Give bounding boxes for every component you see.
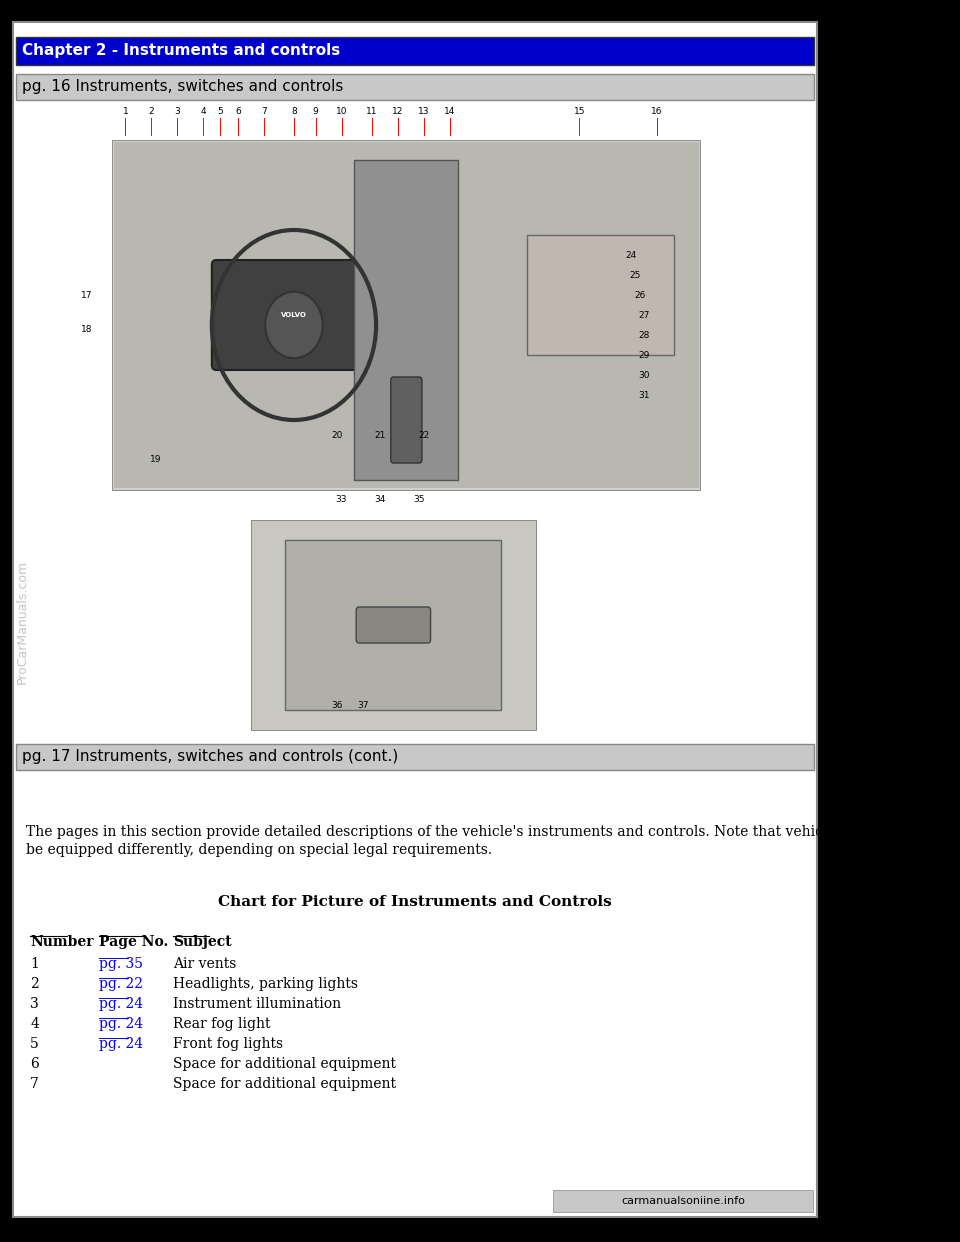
Text: 6: 6 <box>31 1057 39 1071</box>
FancyBboxPatch shape <box>553 1190 813 1212</box>
FancyBboxPatch shape <box>391 378 421 463</box>
Text: Air vents: Air vents <box>173 958 236 971</box>
Text: 1: 1 <box>123 108 129 117</box>
Text: 37: 37 <box>357 700 369 709</box>
Text: 26: 26 <box>635 291 645 299</box>
Text: 17: 17 <box>81 291 92 299</box>
Text: 35: 35 <box>414 496 425 504</box>
Text: 12: 12 <box>392 108 403 117</box>
Circle shape <box>265 292 323 358</box>
Text: 8: 8 <box>291 108 297 117</box>
FancyBboxPatch shape <box>251 520 536 730</box>
Text: 13: 13 <box>418 108 429 117</box>
Text: pg. 16 Instruments, switches and controls: pg. 16 Instruments, switches and control… <box>22 79 344 94</box>
Text: Headlights, parking lights: Headlights, parking lights <box>173 977 358 991</box>
Text: Front fog lights: Front fog lights <box>173 1037 283 1051</box>
FancyBboxPatch shape <box>356 607 431 643</box>
Text: 20: 20 <box>331 431 343 440</box>
Text: carmanualsoniine.info: carmanualsoniine.info <box>621 1196 745 1206</box>
Text: 21: 21 <box>374 431 386 440</box>
Text: 7: 7 <box>31 1077 39 1090</box>
Text: 36: 36 <box>331 700 343 709</box>
Text: pg. 24: pg. 24 <box>100 1017 144 1031</box>
Text: 24: 24 <box>626 251 636 260</box>
Text: 5: 5 <box>218 108 224 117</box>
Text: 10: 10 <box>336 108 348 117</box>
Text: 29: 29 <box>638 350 650 359</box>
Text: 2: 2 <box>31 977 39 991</box>
Text: be equipped differently, depending on special legal requirements.: be equipped differently, depending on sp… <box>26 843 492 857</box>
Text: 5: 5 <box>31 1037 39 1051</box>
Text: 19: 19 <box>150 456 161 465</box>
FancyBboxPatch shape <box>114 142 699 488</box>
Text: 1: 1 <box>31 958 39 971</box>
Text: Rear fog light: Rear fog light <box>173 1017 271 1031</box>
FancyBboxPatch shape <box>15 744 814 770</box>
Text: 28: 28 <box>638 330 650 339</box>
Text: 30: 30 <box>638 370 650 380</box>
Text: 4: 4 <box>31 1017 39 1031</box>
Text: Page No.: Page No. <box>100 935 169 949</box>
Text: 4: 4 <box>201 108 206 117</box>
Text: 11: 11 <box>366 108 377 117</box>
FancyBboxPatch shape <box>15 75 814 101</box>
Text: Space for additional equipment: Space for additional equipment <box>173 1057 396 1071</box>
FancyBboxPatch shape <box>354 160 458 479</box>
FancyBboxPatch shape <box>15 37 814 65</box>
Text: 18: 18 <box>81 325 92 334</box>
Text: 9: 9 <box>313 108 319 117</box>
Text: Subject: Subject <box>173 935 231 949</box>
FancyBboxPatch shape <box>527 235 674 355</box>
Text: VOLVO: VOLVO <box>281 312 307 318</box>
FancyBboxPatch shape <box>13 22 817 1217</box>
FancyBboxPatch shape <box>285 540 501 710</box>
Text: Number: Number <box>31 935 94 949</box>
Text: Chapter 2 - Instruments and controls: Chapter 2 - Instruments and controls <box>22 43 341 58</box>
Text: 6: 6 <box>235 108 241 117</box>
FancyBboxPatch shape <box>212 260 376 370</box>
Text: 33: 33 <box>336 496 348 504</box>
Text: 2: 2 <box>149 108 155 117</box>
Text: ProCarManuals.com: ProCarManuals.com <box>15 560 29 684</box>
Text: 15: 15 <box>573 108 585 117</box>
FancyBboxPatch shape <box>112 140 700 491</box>
Text: 7: 7 <box>261 108 267 117</box>
Text: 16: 16 <box>651 108 662 117</box>
Text: pg. 35: pg. 35 <box>100 958 143 971</box>
Text: The pages in this section provide detailed descriptions of the vehicle's instrum: The pages in this section provide detail… <box>26 825 876 840</box>
Text: Chart for Picture of Instruments and Controls: Chart for Picture of Instruments and Con… <box>218 895 612 909</box>
Text: Space for additional equipment: Space for additional equipment <box>173 1077 396 1090</box>
Text: 31: 31 <box>638 390 650 400</box>
Text: pg. 24: pg. 24 <box>100 1037 144 1051</box>
Text: 25: 25 <box>630 271 641 279</box>
Text: 34: 34 <box>374 496 386 504</box>
Text: 3: 3 <box>31 997 39 1011</box>
Text: pg. 24: pg. 24 <box>100 997 144 1011</box>
Text: pg. 22: pg. 22 <box>100 977 143 991</box>
Text: Instrument illumination: Instrument illumination <box>173 997 341 1011</box>
Text: 14: 14 <box>444 108 455 117</box>
Text: 3: 3 <box>175 108 180 117</box>
Text: pg. 17 Instruments, switches and controls (cont.): pg. 17 Instruments, switches and control… <box>22 749 398 765</box>
Text: 27: 27 <box>638 310 650 319</box>
Text: 22: 22 <box>418 431 429 440</box>
